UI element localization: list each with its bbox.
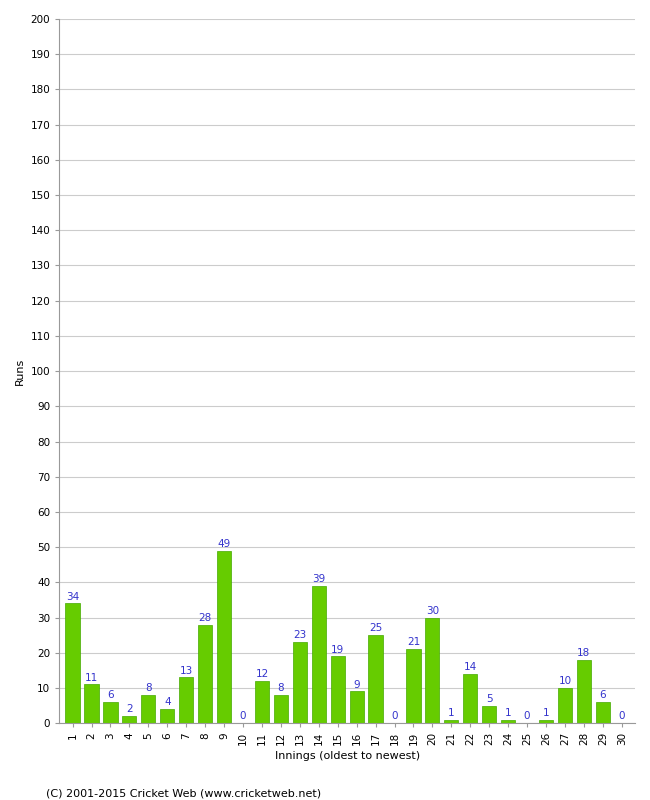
- Text: 0: 0: [524, 711, 530, 722]
- Bar: [406, 650, 421, 723]
- Text: 25: 25: [369, 623, 382, 634]
- Bar: [501, 720, 515, 723]
- Text: 30: 30: [426, 606, 439, 616]
- Bar: [463, 674, 477, 723]
- Bar: [425, 618, 439, 723]
- Y-axis label: Runs: Runs: [15, 358, 25, 385]
- Bar: [482, 706, 497, 723]
- Bar: [331, 656, 345, 723]
- Bar: [198, 625, 213, 723]
- Text: 2: 2: [126, 704, 133, 714]
- Text: 49: 49: [218, 539, 231, 549]
- Text: 14: 14: [463, 662, 477, 672]
- Text: 8: 8: [145, 683, 151, 694]
- Text: 5: 5: [486, 694, 493, 704]
- Text: 1: 1: [505, 708, 512, 718]
- Bar: [84, 685, 99, 723]
- Text: 18: 18: [577, 648, 590, 658]
- Text: 19: 19: [331, 645, 345, 654]
- Bar: [350, 691, 364, 723]
- Bar: [292, 642, 307, 723]
- Text: 4: 4: [164, 698, 170, 707]
- Text: 0: 0: [391, 711, 398, 722]
- Bar: [444, 720, 458, 723]
- Bar: [311, 586, 326, 723]
- Text: 0: 0: [240, 711, 246, 722]
- Text: (C) 2001-2015 Cricket Web (www.cricketweb.net): (C) 2001-2015 Cricket Web (www.cricketwe…: [46, 788, 320, 798]
- Bar: [255, 681, 269, 723]
- Bar: [274, 695, 288, 723]
- Text: 21: 21: [407, 638, 420, 647]
- Bar: [539, 720, 553, 723]
- Text: 23: 23: [293, 630, 306, 641]
- Bar: [160, 709, 174, 723]
- Text: 0: 0: [619, 711, 625, 722]
- Text: 13: 13: [179, 666, 193, 676]
- Bar: [577, 660, 591, 723]
- Text: 10: 10: [558, 676, 571, 686]
- Text: 39: 39: [312, 574, 326, 584]
- Text: 12: 12: [255, 669, 268, 679]
- Text: 6: 6: [599, 690, 606, 700]
- Text: 1: 1: [543, 708, 549, 718]
- Bar: [595, 702, 610, 723]
- Bar: [66, 603, 80, 723]
- Bar: [217, 550, 231, 723]
- Text: 6: 6: [107, 690, 114, 700]
- Text: 34: 34: [66, 592, 79, 602]
- Bar: [103, 702, 118, 723]
- Bar: [122, 716, 136, 723]
- X-axis label: Innings (oldest to newest): Innings (oldest to newest): [274, 751, 420, 761]
- Bar: [369, 635, 383, 723]
- Text: 11: 11: [85, 673, 98, 682]
- Text: 1: 1: [448, 708, 454, 718]
- Text: 28: 28: [198, 613, 212, 623]
- Bar: [179, 678, 193, 723]
- Text: 8: 8: [278, 683, 284, 694]
- Text: 9: 9: [354, 680, 360, 690]
- Bar: [558, 688, 572, 723]
- Bar: [141, 695, 155, 723]
